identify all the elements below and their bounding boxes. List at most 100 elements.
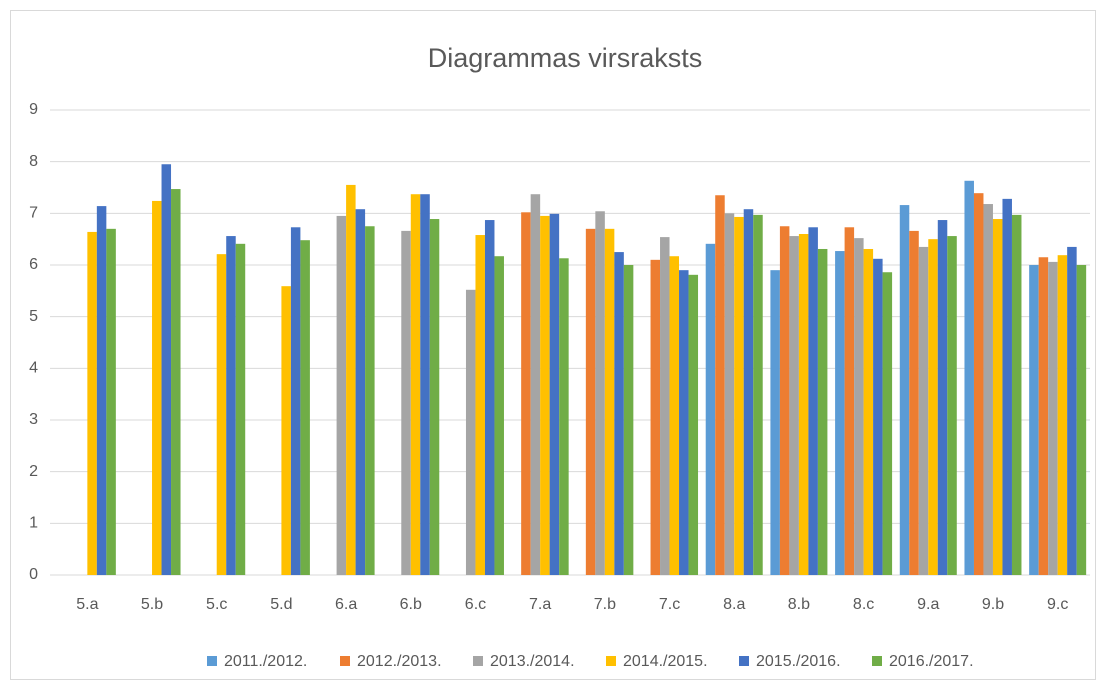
bar — [410, 194, 421, 575]
bar — [540, 215, 550, 575]
legend-label: 2013./2014. — [490, 653, 575, 670]
x-tick-label: 8.b — [788, 596, 810, 613]
bar — [808, 227, 818, 576]
y-tick-label: 8 — [29, 153, 38, 170]
bar — [355, 209, 366, 575]
bar — [1076, 265, 1087, 575]
bar — [290, 227, 301, 576]
x-tick-label: 9.b — [982, 596, 1004, 613]
bar — [1038, 257, 1049, 575]
y-tick-label: 2 — [29, 463, 38, 480]
bar — [873, 258, 883, 575]
bar — [650, 259, 661, 575]
bar — [992, 219, 1003, 575]
bar — [614, 252, 624, 576]
bar — [420, 194, 430, 575]
bar — [336, 215, 347, 575]
bar — [724, 213, 735, 576]
bar — [484, 220, 495, 576]
bar — [983, 204, 993, 576]
bar — [235, 243, 246, 576]
bar — [753, 214, 763, 575]
bar — [669, 256, 680, 575]
bar — [521, 212, 531, 576]
x-tick-label: 5.c — [206, 596, 227, 613]
chart-title: Diagrammas virsraksts — [428, 43, 703, 73]
bar — [734, 216, 744, 575]
legend-label: 2012./2013. — [357, 653, 442, 670]
bar — [854, 238, 864, 575]
bar — [882, 272, 893, 575]
bar — [365, 226, 375, 575]
x-tick-label: 6.b — [400, 596, 422, 613]
bar — [1011, 214, 1022, 575]
y-tick-label: 6 — [29, 256, 38, 273]
bar — [928, 239, 938, 575]
bar — [817, 248, 828, 575]
bar — [152, 200, 162, 575]
bar — [743, 209, 754, 575]
y-tick-label: 4 — [29, 360, 38, 377]
legend-swatch — [606, 656, 616, 666]
bar — [226, 236, 236, 576]
bar — [429, 219, 440, 575]
bar — [715, 195, 725, 575]
legend-swatch — [473, 656, 483, 666]
bar — [604, 228, 615, 576]
bar — [918, 246, 929, 575]
bar — [964, 180, 974, 576]
bar — [96, 206, 107, 575]
x-tick-label: 6.a — [335, 596, 357, 613]
x-tick-label: 9.a — [917, 596, 939, 613]
bar — [1048, 261, 1058, 575]
bar — [585, 228, 596, 576]
bar — [161, 164, 172, 575]
legend-label: 2015./2016. — [756, 653, 841, 670]
x-tick-label: 8.c — [853, 596, 874, 613]
bar — [899, 205, 910, 576]
x-tick-label: 7.a — [529, 596, 551, 613]
bar — [937, 220, 948, 576]
bar — [401, 230, 411, 575]
x-tick-label: 7.b — [594, 596, 616, 613]
x-tick-label: 5.d — [270, 596, 292, 613]
bar — [909, 230, 919, 575]
bar — [494, 256, 504, 575]
bar — [660, 237, 670, 575]
bar — [779, 226, 790, 575]
y-tick-label: 1 — [29, 515, 38, 532]
bar — [465, 289, 476, 575]
bar — [106, 228, 116, 576]
bar — [688, 274, 699, 575]
bar — [679, 270, 689, 575]
bar — [1057, 255, 1068, 575]
bar — [475, 235, 485, 576]
y-tick-label: 9 — [29, 101, 38, 118]
x-tick-label: 7.c — [659, 596, 680, 613]
bar — [281, 286, 291, 575]
x-tick-label: 9.c — [1047, 596, 1068, 613]
bar — [1002, 198, 1012, 575]
legend-swatch — [207, 656, 217, 666]
y-tick-label: 7 — [29, 205, 38, 222]
y-tick-label: 3 — [29, 411, 38, 428]
bar — [770, 270, 780, 575]
bar — [947, 236, 957, 576]
bar — [844, 227, 855, 576]
legend-swatch — [872, 656, 882, 666]
x-tick-label: 8.a — [723, 596, 745, 613]
bar — [623, 265, 634, 575]
bar — [973, 193, 984, 575]
y-tick-label: 5 — [29, 308, 38, 325]
bar — [1029, 265, 1039, 575]
bar — [789, 236, 799, 576]
bar — [595, 211, 605, 575]
bar — [171, 189, 181, 576]
bar — [216, 254, 227, 575]
bar — [835, 251, 845, 576]
legend-swatch — [340, 656, 350, 666]
bar — [346, 184, 356, 575]
bar — [559, 258, 569, 575]
legend-label: 2016./2017. — [889, 653, 974, 670]
